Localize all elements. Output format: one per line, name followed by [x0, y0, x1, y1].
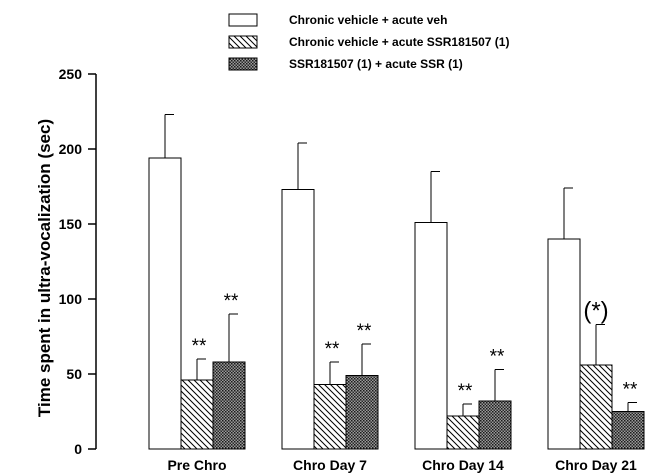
- legend-label: SSR181507 (1) + acute SSR (1): [289, 57, 463, 71]
- bar: [414, 222, 448, 450]
- bar: [446, 415, 480, 450]
- bar: [148, 157, 182, 450]
- legend-label: Chronic vehicle + acute veh: [289, 13, 447, 27]
- significance-marker: (*): [583, 298, 608, 325]
- significance-marker: **: [224, 291, 239, 312]
- y-tick-label: 0: [74, 441, 82, 457]
- bar: [478, 400, 512, 450]
- bar: [281, 189, 315, 450]
- significance-marker: **: [357, 321, 372, 342]
- x-category-label: Chro Day 7: [293, 457, 367, 473]
- bars: ** ** ** ** ** ** (*) **: [148, 114, 645, 450]
- x-category-label: Chro Day 21: [555, 457, 637, 473]
- bar: [180, 379, 214, 450]
- bar: [579, 364, 613, 450]
- y-axis-label: Time spent in ultra-vocalization (sec): [35, 119, 54, 417]
- legend-label: Chronic vehicle + acute SSR181507 (1): [289, 35, 509, 49]
- bar: [313, 384, 347, 450]
- significance-marker: **: [623, 380, 638, 401]
- significance-marker: **: [192, 336, 207, 357]
- x-axis-categories: Pre Chro Chro Day 7 Chro Day 14 Chro Day 21: [167, 457, 637, 473]
- significance-marker: **: [490, 347, 505, 368]
- bar: [212, 361, 246, 450]
- bar: [345, 375, 379, 450]
- y-tick-label: 50: [66, 366, 82, 382]
- legend-swatch: [228, 35, 258, 49]
- legend: Chronic vehicle + acute veh Chronic vehic…: [228, 13, 509, 71]
- x-category-label: Chro Day 14: [422, 457, 504, 473]
- y-tick-label: 250: [59, 66, 83, 82]
- bar: [611, 411, 645, 450]
- y-tick-label: 100: [59, 291, 83, 307]
- significance-marker: **: [325, 339, 340, 360]
- y-axis-ticks: 0 50 100 150 200 250: [59, 66, 96, 457]
- y-tick-label: 150: [59, 216, 83, 232]
- significance-marker: **: [458, 381, 473, 402]
- y-tick-label: 200: [59, 141, 83, 157]
- bar: [547, 238, 581, 450]
- legend-swatch: [228, 13, 258, 27]
- legend-swatch: [228, 57, 258, 71]
- x-category-label: Pre Chro: [167, 457, 226, 473]
